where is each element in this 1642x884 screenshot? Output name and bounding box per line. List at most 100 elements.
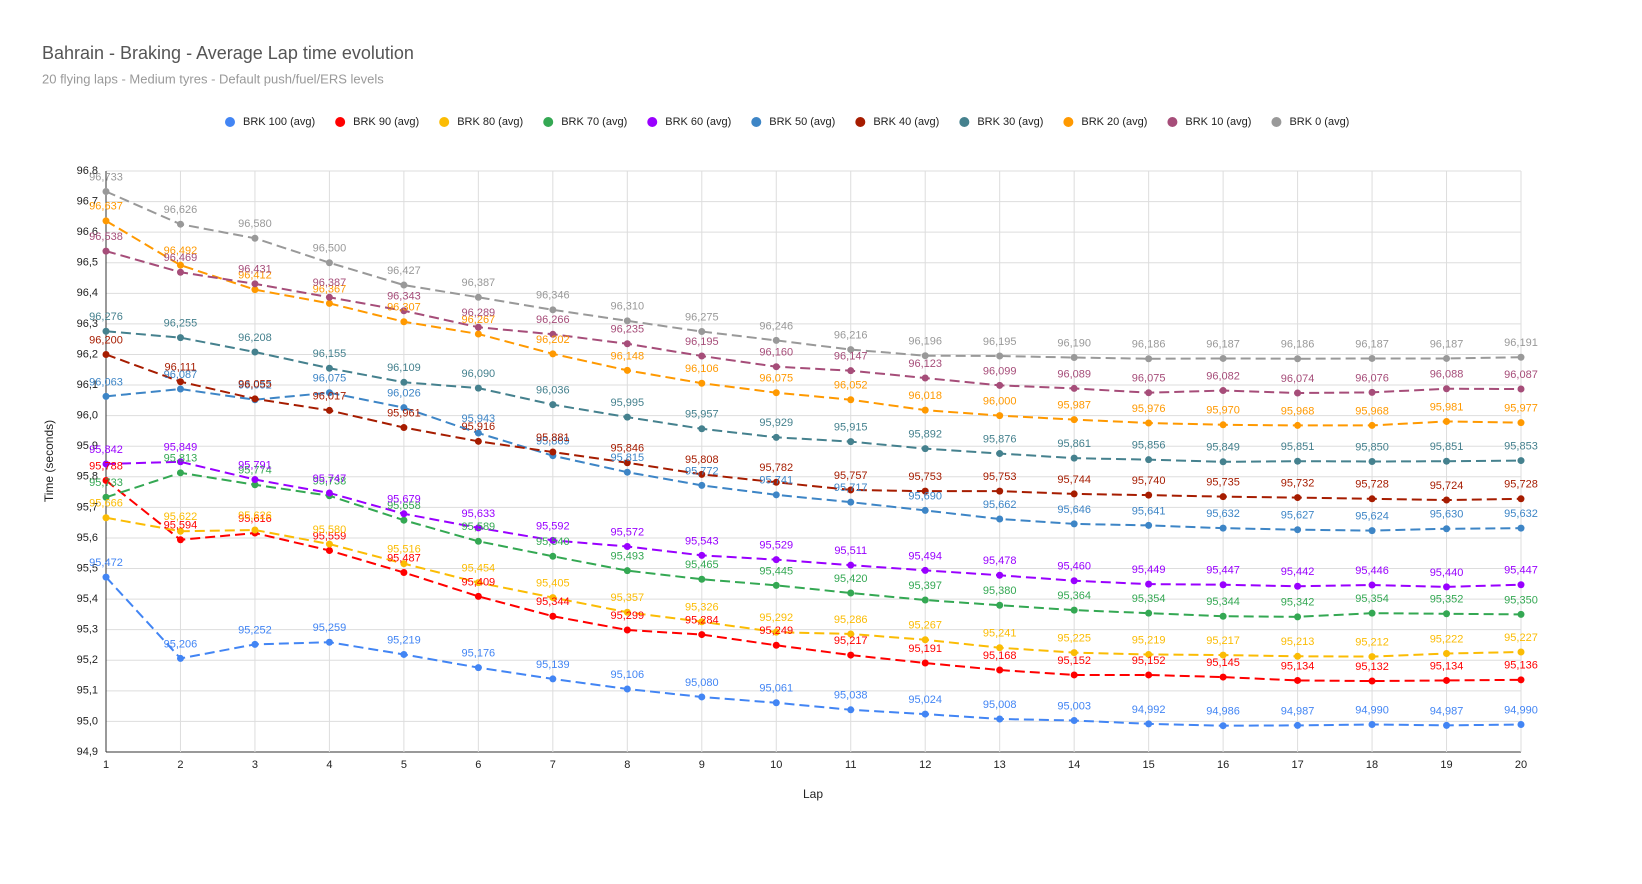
data-point xyxy=(1517,524,1525,532)
data-label: 95,788 xyxy=(89,460,123,472)
data-point xyxy=(176,220,184,228)
data-point xyxy=(1443,354,1451,362)
data-label: 95,472 xyxy=(89,557,123,569)
data-point xyxy=(698,618,706,626)
data-point xyxy=(1294,526,1302,534)
data-label: 95,592 xyxy=(536,520,570,532)
data-label: 95,176 xyxy=(462,648,496,660)
legend-marker xyxy=(439,117,450,127)
data-label: 94,990 xyxy=(1504,704,1538,716)
data-point xyxy=(996,515,1004,523)
data-point xyxy=(847,561,855,569)
data-label: 95,869 xyxy=(536,436,570,448)
data-label: 96,276 xyxy=(89,311,123,323)
data-label: 96,412 xyxy=(238,270,272,282)
data-label: 95,662 xyxy=(983,499,1017,511)
data-point xyxy=(1294,457,1302,465)
data-label: 95,454 xyxy=(462,562,496,574)
x-tick-label: 16 xyxy=(1217,759,1229,771)
legend-marker xyxy=(335,117,346,127)
data-label: 95,241 xyxy=(983,628,1017,640)
data-point xyxy=(1145,389,1153,397)
legend-label: BRK 60 (avg) xyxy=(665,116,731,128)
data-point xyxy=(1219,612,1227,620)
data-point xyxy=(623,317,631,325)
data-label: 96,387 xyxy=(462,277,496,289)
data-point xyxy=(1443,610,1451,618)
data-label: 96,500 xyxy=(313,243,347,255)
data-label: 95,217 xyxy=(1206,635,1240,647)
data-point xyxy=(1145,720,1153,728)
data-point xyxy=(996,450,1004,458)
data-point xyxy=(847,367,855,375)
data-point xyxy=(698,575,706,583)
data-point xyxy=(1517,676,1525,684)
series-line xyxy=(105,516,1522,658)
y-tick-label: 95,7 xyxy=(77,501,98,513)
data-label: 95,420 xyxy=(834,573,868,585)
data-label: 96,469 xyxy=(164,252,198,264)
data-point xyxy=(698,631,706,639)
data-point xyxy=(623,459,631,467)
y-tick-label: 96,2 xyxy=(77,348,98,360)
data-point xyxy=(1443,385,1451,393)
x-tick-label: 12 xyxy=(919,759,931,771)
data-point xyxy=(1070,717,1078,725)
data-point xyxy=(1517,581,1525,589)
data-point xyxy=(325,546,333,554)
data-label: 96,090 xyxy=(462,368,496,380)
data-point xyxy=(549,448,557,456)
data-label: 95,892 xyxy=(908,429,942,441)
data-label: 95,219 xyxy=(1132,634,1166,646)
data-point xyxy=(400,281,408,289)
data-label: 96,076 xyxy=(1355,372,1389,384)
x-tick-label: 5 xyxy=(401,759,407,771)
data-point xyxy=(698,328,706,336)
data-label: 95,292 xyxy=(759,612,793,624)
data-point xyxy=(549,306,557,314)
data-point xyxy=(176,458,184,466)
data-point xyxy=(698,551,706,559)
data-label: 95,352 xyxy=(1430,594,1464,606)
data-point xyxy=(325,489,333,497)
data-point xyxy=(400,424,408,432)
data-label: 96,216 xyxy=(834,329,868,341)
data-point xyxy=(102,493,110,501)
data-point xyxy=(1219,458,1227,466)
data-point xyxy=(1145,521,1153,529)
data-point xyxy=(847,396,855,404)
data-point xyxy=(549,675,557,683)
data-point xyxy=(474,537,482,545)
data-label: 95,447 xyxy=(1504,565,1538,577)
legend-marker xyxy=(1271,117,1282,127)
data-point xyxy=(996,571,1004,579)
series-line xyxy=(105,576,1522,727)
data-point xyxy=(1517,385,1525,393)
data-label: 96,111 xyxy=(164,362,196,374)
series-line xyxy=(105,330,1522,463)
data-point xyxy=(921,445,929,453)
data-point xyxy=(921,506,929,514)
data-label: 95,225 xyxy=(1057,633,1091,645)
data-label: 95,594 xyxy=(164,520,198,532)
data-label: 95,851 xyxy=(1281,441,1315,453)
x-tick-label: 1 xyxy=(103,759,109,771)
data-label: 96,036 xyxy=(536,385,570,397)
data-point xyxy=(921,487,929,495)
data-point xyxy=(1368,421,1376,429)
y-tick-label: 95,0 xyxy=(77,715,98,727)
data-point xyxy=(549,552,557,560)
data-point xyxy=(474,579,482,587)
data-point xyxy=(474,384,482,392)
data-label: 95,132 xyxy=(1355,661,1389,673)
data-point xyxy=(176,536,184,544)
data-label: 95,449 xyxy=(1132,564,1166,576)
data-label: 96,195 xyxy=(685,336,719,348)
data-point xyxy=(772,478,780,486)
series-line xyxy=(105,190,1522,360)
data-label: 95,540 xyxy=(536,536,570,548)
data-label: 95,630 xyxy=(1430,509,1464,521)
data-label: 95,529 xyxy=(759,540,793,552)
data-point xyxy=(1368,388,1376,396)
data-label: 95,646 xyxy=(1057,504,1091,516)
